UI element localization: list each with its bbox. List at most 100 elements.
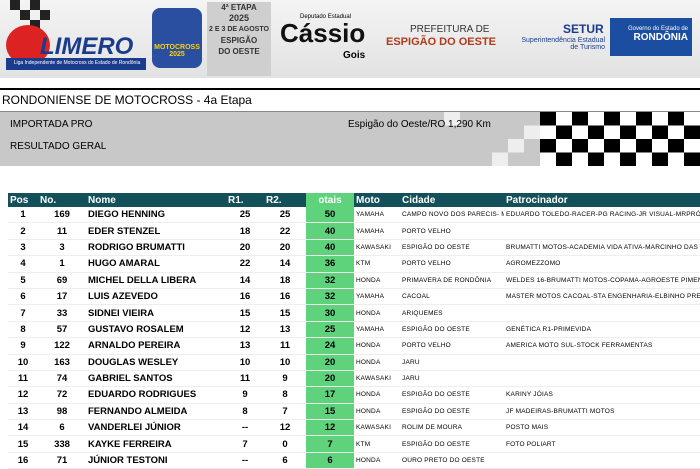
event-line: ESPIGÃO	[220, 36, 258, 45]
column-header: Nome	[86, 193, 226, 207]
cell: KARINY JÓIAS	[504, 386, 700, 404]
cell: 6	[38, 419, 86, 437]
cell: PORTO VELHO	[400, 255, 504, 273]
table-row: 10 163 DOUGLAS WESLEY 10 10 20 HONDA JARU	[8, 354, 700, 371]
cell: JARU	[400, 354, 504, 371]
cell: 7	[306, 435, 354, 453]
cell: GENÉTICA R1-PRIMEVIDA	[504, 321, 700, 339]
cell: 3	[8, 239, 38, 257]
flag-square	[556, 112, 572, 126]
column-header: Cidade	[400, 193, 504, 207]
cell	[504, 304, 700, 322]
cell: 3	[38, 239, 86, 257]
table-row: 12 72 EDUARDO RODRIGUES 9 8 17 HONDA ESPIGÃO DO…	[8, 386, 700, 404]
flag-square	[684, 112, 700, 126]
flag-square	[492, 152, 508, 166]
cell: KTM	[354, 255, 400, 273]
cell: 13	[226, 337, 264, 355]
cell: 9	[8, 337, 38, 355]
cell: 8	[226, 403, 264, 421]
setur-sub: Superintendência Estadual de Turismo	[521, 37, 605, 51]
cell: PORTO VELHO	[400, 337, 504, 355]
flag-square	[444, 112, 460, 126]
flag-square	[556, 139, 572, 153]
cell: 4	[8, 255, 38, 273]
cell: 72	[38, 386, 86, 404]
flag-square	[556, 152, 572, 166]
cell: WELDES 16-BRUMATTI MOTOS-COPAMA-AGROESTE…	[504, 272, 700, 289]
table-row: 13 98 FERNANDO ALMEIDA 8 7 15 HONDA ESPIGÃO DO …	[8, 403, 700, 421]
cell: 40	[306, 222, 354, 240]
flag-square	[540, 152, 556, 166]
cell: SIDNEI VIEIRA	[86, 304, 226, 322]
cell: 12	[226, 321, 264, 339]
column-header: R1.	[226, 193, 264, 207]
cell: 1	[8, 207, 38, 224]
cell: HONDA	[354, 452, 400, 469]
cell: AMERICA MOTO SUL-STOCK FERRAMENTAS	[504, 337, 700, 355]
badge: MOTOCROSS 2025	[152, 8, 202, 68]
cell: 98	[38, 403, 86, 421]
cell: HONDA	[354, 337, 400, 355]
flag-square	[668, 152, 684, 166]
cell: VANDERLEI JÚNIOR	[86, 419, 226, 437]
cell: YAMAHA	[354, 288, 400, 306]
cell: KAYKE FERREIRA	[86, 435, 226, 453]
logo-graphic	[6, 0, 146, 70]
cell: 12	[306, 419, 354, 437]
cell: 74	[38, 370, 86, 388]
location: Espigão do Oeste/RO 1,290 Km	[348, 119, 491, 130]
cell: 50	[306, 207, 354, 224]
cell: HONDA	[354, 386, 400, 404]
cell: ARNALDO PEREIRA	[86, 337, 226, 355]
cell: HONDA	[354, 304, 400, 322]
cell: YAMAHA	[354, 222, 400, 240]
table-row: 15 338 KAYKE FERREIRA 7 0 7 KTM ESPIGÃO DO OEST…	[8, 435, 700, 453]
cell: 8	[8, 321, 38, 339]
table-row: 9 122 ARNALDO PEREIRA 13 11 24 HONDA PORTO VELH…	[8, 337, 700, 355]
cell: KAWASAKI	[354, 419, 400, 437]
deputy-name: Cássio	[280, 18, 366, 48]
cell: 5	[8, 272, 38, 289]
flag-square	[636, 112, 652, 126]
cell: 12	[264, 419, 306, 437]
cell	[504, 222, 700, 240]
cell: KTM	[354, 435, 400, 453]
table-body: 1 169 DIEGO HENNING 25 25 50 YAMAHA CAMPO NOVO …	[8, 207, 700, 469]
deputy-surname: Gois	[343, 50, 366, 61]
city-hall-label: PREFEITURA DE	[410, 24, 490, 35]
cell: PRIMAVERA DE RONDÔNIA	[400, 272, 504, 289]
cell: 9	[264, 370, 306, 388]
cell: KAWASAKI	[354, 239, 400, 257]
cell: 8	[264, 386, 306, 404]
cell: 12	[8, 386, 38, 404]
cell: 30	[306, 304, 354, 322]
cell: YAMAHA	[354, 207, 400, 224]
cell: 18	[264, 272, 306, 289]
cell: 11	[8, 370, 38, 388]
cell: JF MADEIRAS-BRUMATTI MOTOS	[504, 403, 700, 421]
column-header: Patrocinador	[504, 193, 700, 207]
cell: 17	[38, 288, 86, 306]
cell: 6	[8, 288, 38, 306]
flag-square	[524, 125, 540, 139]
flag-square	[540, 112, 556, 126]
flag-square	[620, 139, 636, 153]
cell: 10	[226, 354, 264, 371]
flag-square	[652, 112, 668, 126]
table-row: 4 1 HUGO AMARAL 22 14 36 KTM PORTO VELHO AGROMEZ…	[8, 255, 700, 273]
results-table: Pos No. Nome R1. R2. otais Moto Cidade Patrocina…	[8, 193, 700, 469]
cell: 20	[264, 239, 306, 257]
flag-square	[556, 125, 572, 139]
cell: 20	[306, 370, 354, 388]
cell: BRUMATTI MOTOS-ACADEMIA VIDA ATIVA-MARCI…	[504, 239, 700, 257]
cell: 22	[264, 222, 306, 240]
setur: SETUR	[563, 22, 604, 36]
table-row: 3 3 RODRIGO BRUMATTI 20 20 40 KAWASAKI ESPIGÃO …	[8, 239, 700, 257]
flag-square	[652, 125, 668, 139]
flag-square	[588, 139, 604, 153]
cell: 17	[306, 386, 354, 404]
flag-square	[684, 125, 700, 139]
logo-subtitle: Liga Independente de Motocross do Estado…	[13, 60, 141, 66]
